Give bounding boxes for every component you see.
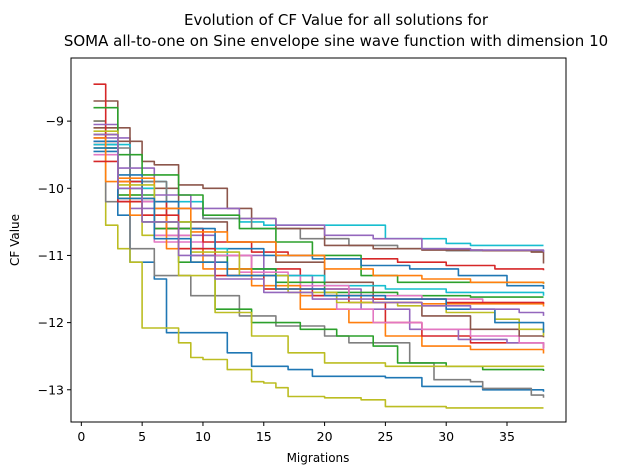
series-line [93, 106, 545, 284]
series-line [93, 147, 545, 333]
series-line [93, 133, 545, 316]
x-axis: 0 5 10 15 20 25 30 35 [77, 422, 515, 444]
series-line [93, 150, 545, 392]
y-tick-label: −10 [38, 181, 64, 196]
x-tick-label: 15 [256, 429, 272, 444]
x-tick-label: 10 [195, 429, 211, 444]
y-tick-label: −9 [46, 114, 64, 129]
x-axis-label: Migrations [287, 451, 350, 465]
y-axis: −9 −10 −11 −12 −13 [38, 114, 71, 397]
y-tick-label: −13 [38, 382, 64, 397]
series-line [93, 143, 545, 296]
series-line [93, 120, 544, 409]
y-tick-label: −12 [38, 315, 64, 330]
y-tick-label: −11 [38, 248, 64, 263]
chart-title-line-1: Evolution of CF Value for all solutions … [184, 11, 489, 29]
y-axis-label: CF Value [8, 214, 22, 266]
x-tick-label: 35 [499, 429, 515, 444]
series-line [93, 130, 545, 336]
chart-title-line-2: SOMA all-to-one on Sine envelope sine wa… [64, 32, 608, 50]
series-line [93, 120, 545, 252]
x-tick-label: 20 [317, 429, 333, 444]
plot-frame [70, 57, 567, 423]
series-line [93, 123, 545, 253]
series-line [93, 127, 545, 338]
series-line [93, 140, 545, 398]
x-tick-label: 30 [438, 429, 454, 444]
x-tick-label: 25 [377, 429, 393, 444]
x-tick-label: 5 [138, 429, 146, 444]
series-group [93, 83, 545, 409]
x-tick-label: 0 [77, 429, 85, 444]
series-line [93, 127, 545, 368]
series-line [93, 133, 545, 284]
series-line [93, 140, 545, 354]
